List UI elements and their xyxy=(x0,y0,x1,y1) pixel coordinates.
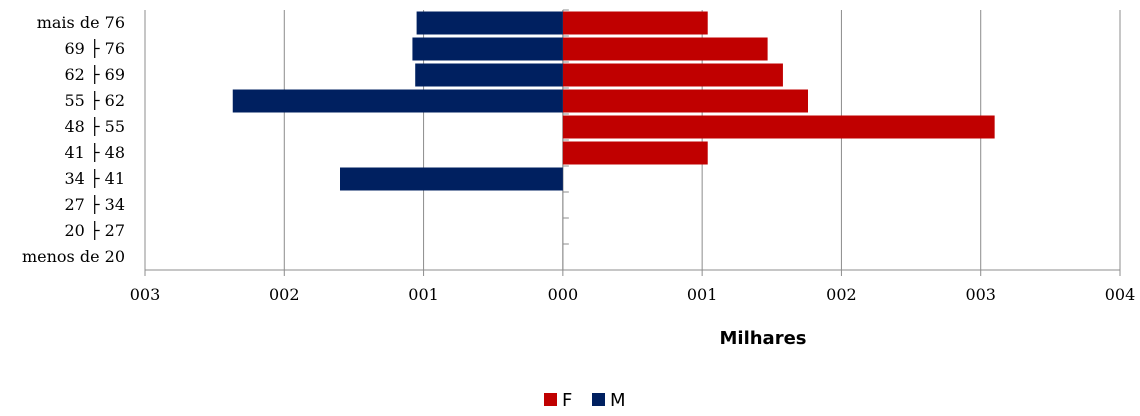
bar-f-9 xyxy=(562,11,708,35)
legend-swatch-f xyxy=(544,393,557,406)
category-label: 69 ├ 76 xyxy=(64,38,125,58)
legend-label-m: M xyxy=(610,390,626,411)
x-tick-label: 003 xyxy=(130,285,161,304)
bar-f-5 xyxy=(562,115,995,139)
bar-f-4 xyxy=(562,141,708,165)
bar-f-8 xyxy=(562,37,768,61)
bar-f-6 xyxy=(562,89,808,113)
category-label: 41 ├ 48 xyxy=(64,142,125,162)
bar-m-8 xyxy=(412,37,563,61)
bar-f-7 xyxy=(562,63,783,87)
bar-m-6 xyxy=(232,89,563,113)
category-label: 55 ├ 62 xyxy=(64,90,125,110)
category-label: menos de 20 xyxy=(22,247,125,266)
category-label: 27 ├ 34 xyxy=(64,194,125,214)
category-label: mais de 76 xyxy=(37,13,125,32)
category-label: 34 ├ 41 xyxy=(64,168,125,188)
x-tick-label: 004 xyxy=(1105,285,1136,304)
bar-m-9 xyxy=(416,11,563,35)
x-tick-label: 002 xyxy=(826,285,857,304)
category-label: 48 ├ 55 xyxy=(64,116,125,136)
bar-m-3 xyxy=(340,167,563,191)
legend-swatch-m xyxy=(592,393,605,406)
category-label: 20 ├ 27 xyxy=(64,220,125,240)
x-tick-label: 001 xyxy=(687,285,718,304)
x-tick-label: 002 xyxy=(269,285,300,304)
x-tick-label: 001 xyxy=(408,285,439,304)
legend-label-f: F xyxy=(562,390,572,411)
x-axis-title: Milhares xyxy=(719,328,806,349)
x-tick-label: 000 xyxy=(548,285,579,304)
category-label: 62 ├ 69 xyxy=(64,64,125,84)
x-tick-label: 003 xyxy=(965,285,996,304)
bar-m-7 xyxy=(415,63,563,87)
